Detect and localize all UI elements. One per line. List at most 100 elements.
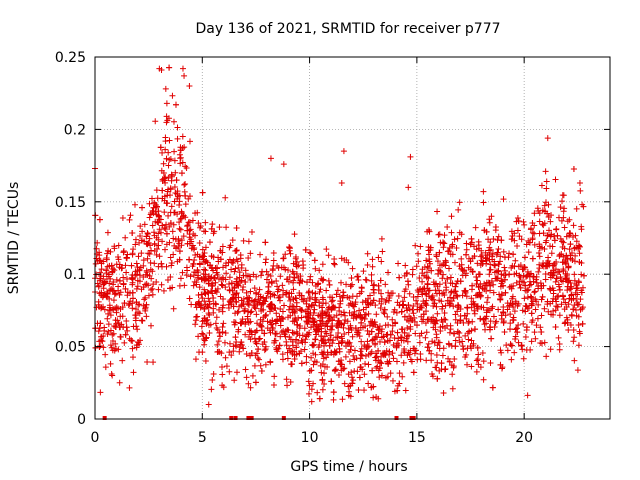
data-point [472,224,479,231]
data-point [157,144,164,151]
data-point [388,290,395,297]
data-point [120,281,127,288]
data-point [122,234,129,241]
data-point [372,341,379,348]
data-point [514,242,521,249]
data-point [343,281,350,288]
data-point [187,226,194,233]
data-point [468,295,475,302]
data-point [345,259,352,266]
data-point [508,356,515,363]
data-point [382,350,389,357]
data-point [143,313,150,320]
data-point [103,267,110,274]
data-point [412,347,419,354]
data-point [111,291,118,298]
data-point [257,305,264,312]
data-point [217,256,224,263]
data-point [469,282,476,289]
data-point [228,259,235,266]
data-point [178,208,185,215]
data-point [174,135,181,142]
data-point [546,285,553,292]
data-point [544,232,551,239]
data-point [439,352,446,359]
data-point [433,334,440,341]
data-point [372,302,379,309]
data-point [221,339,228,346]
data-point [508,228,515,235]
data-point [575,342,582,349]
data-point [542,270,549,277]
data-point [391,335,398,342]
data-point [160,170,167,177]
data-point [176,202,183,209]
data-point [529,255,536,262]
data-point [143,301,150,308]
data-point [251,298,258,305]
data-point [560,192,567,199]
data-point [541,202,548,209]
data-point [508,342,515,349]
data-point [447,326,454,333]
data-point [196,253,203,260]
data-point [115,346,122,353]
data-point [282,251,289,258]
data-point [458,261,465,268]
data-point [445,340,452,347]
data-point [447,289,454,296]
data-point [112,290,119,297]
data-point [477,315,484,322]
baseline-marker [394,416,399,420]
data-point [183,164,190,171]
data-point [415,250,422,257]
data-point [159,187,166,194]
data-point [104,250,111,257]
data-point [411,350,418,357]
data-point [97,320,104,327]
data-point [210,370,217,377]
data-series-srmtid [92,64,587,408]
data-point [378,372,385,379]
data-point [248,229,255,236]
data-point [323,246,330,253]
data-point [433,303,440,310]
data-point [493,268,500,275]
data-point [240,272,247,279]
data-point [395,260,402,267]
data-point [403,335,410,342]
data-point [140,257,147,264]
data-point [236,348,243,355]
data-point [378,258,385,265]
data-point [376,374,383,381]
data-point [135,309,142,316]
data-point [381,339,388,346]
data-point [166,137,173,144]
data-point [467,258,474,265]
baseline-marker [246,416,251,420]
data-point [375,254,382,261]
data-point [345,371,352,378]
data-point [428,294,435,301]
data-point [414,306,421,313]
data-point [199,252,206,259]
data-point [576,250,583,257]
data-point [291,318,298,325]
data-point [279,351,286,358]
data-point [186,138,193,145]
data-point [358,351,365,358]
data-point [232,265,239,272]
data-point [291,274,298,281]
data-point [450,295,457,302]
data-point [475,284,482,291]
data-point [474,303,481,310]
data-point [528,225,535,232]
data-point [571,245,578,252]
data-point [219,323,226,330]
data-point [375,347,382,354]
data-point [381,306,388,313]
data-point [214,285,221,292]
data-point [434,283,441,290]
data-point [154,245,161,252]
data-point [407,153,414,160]
